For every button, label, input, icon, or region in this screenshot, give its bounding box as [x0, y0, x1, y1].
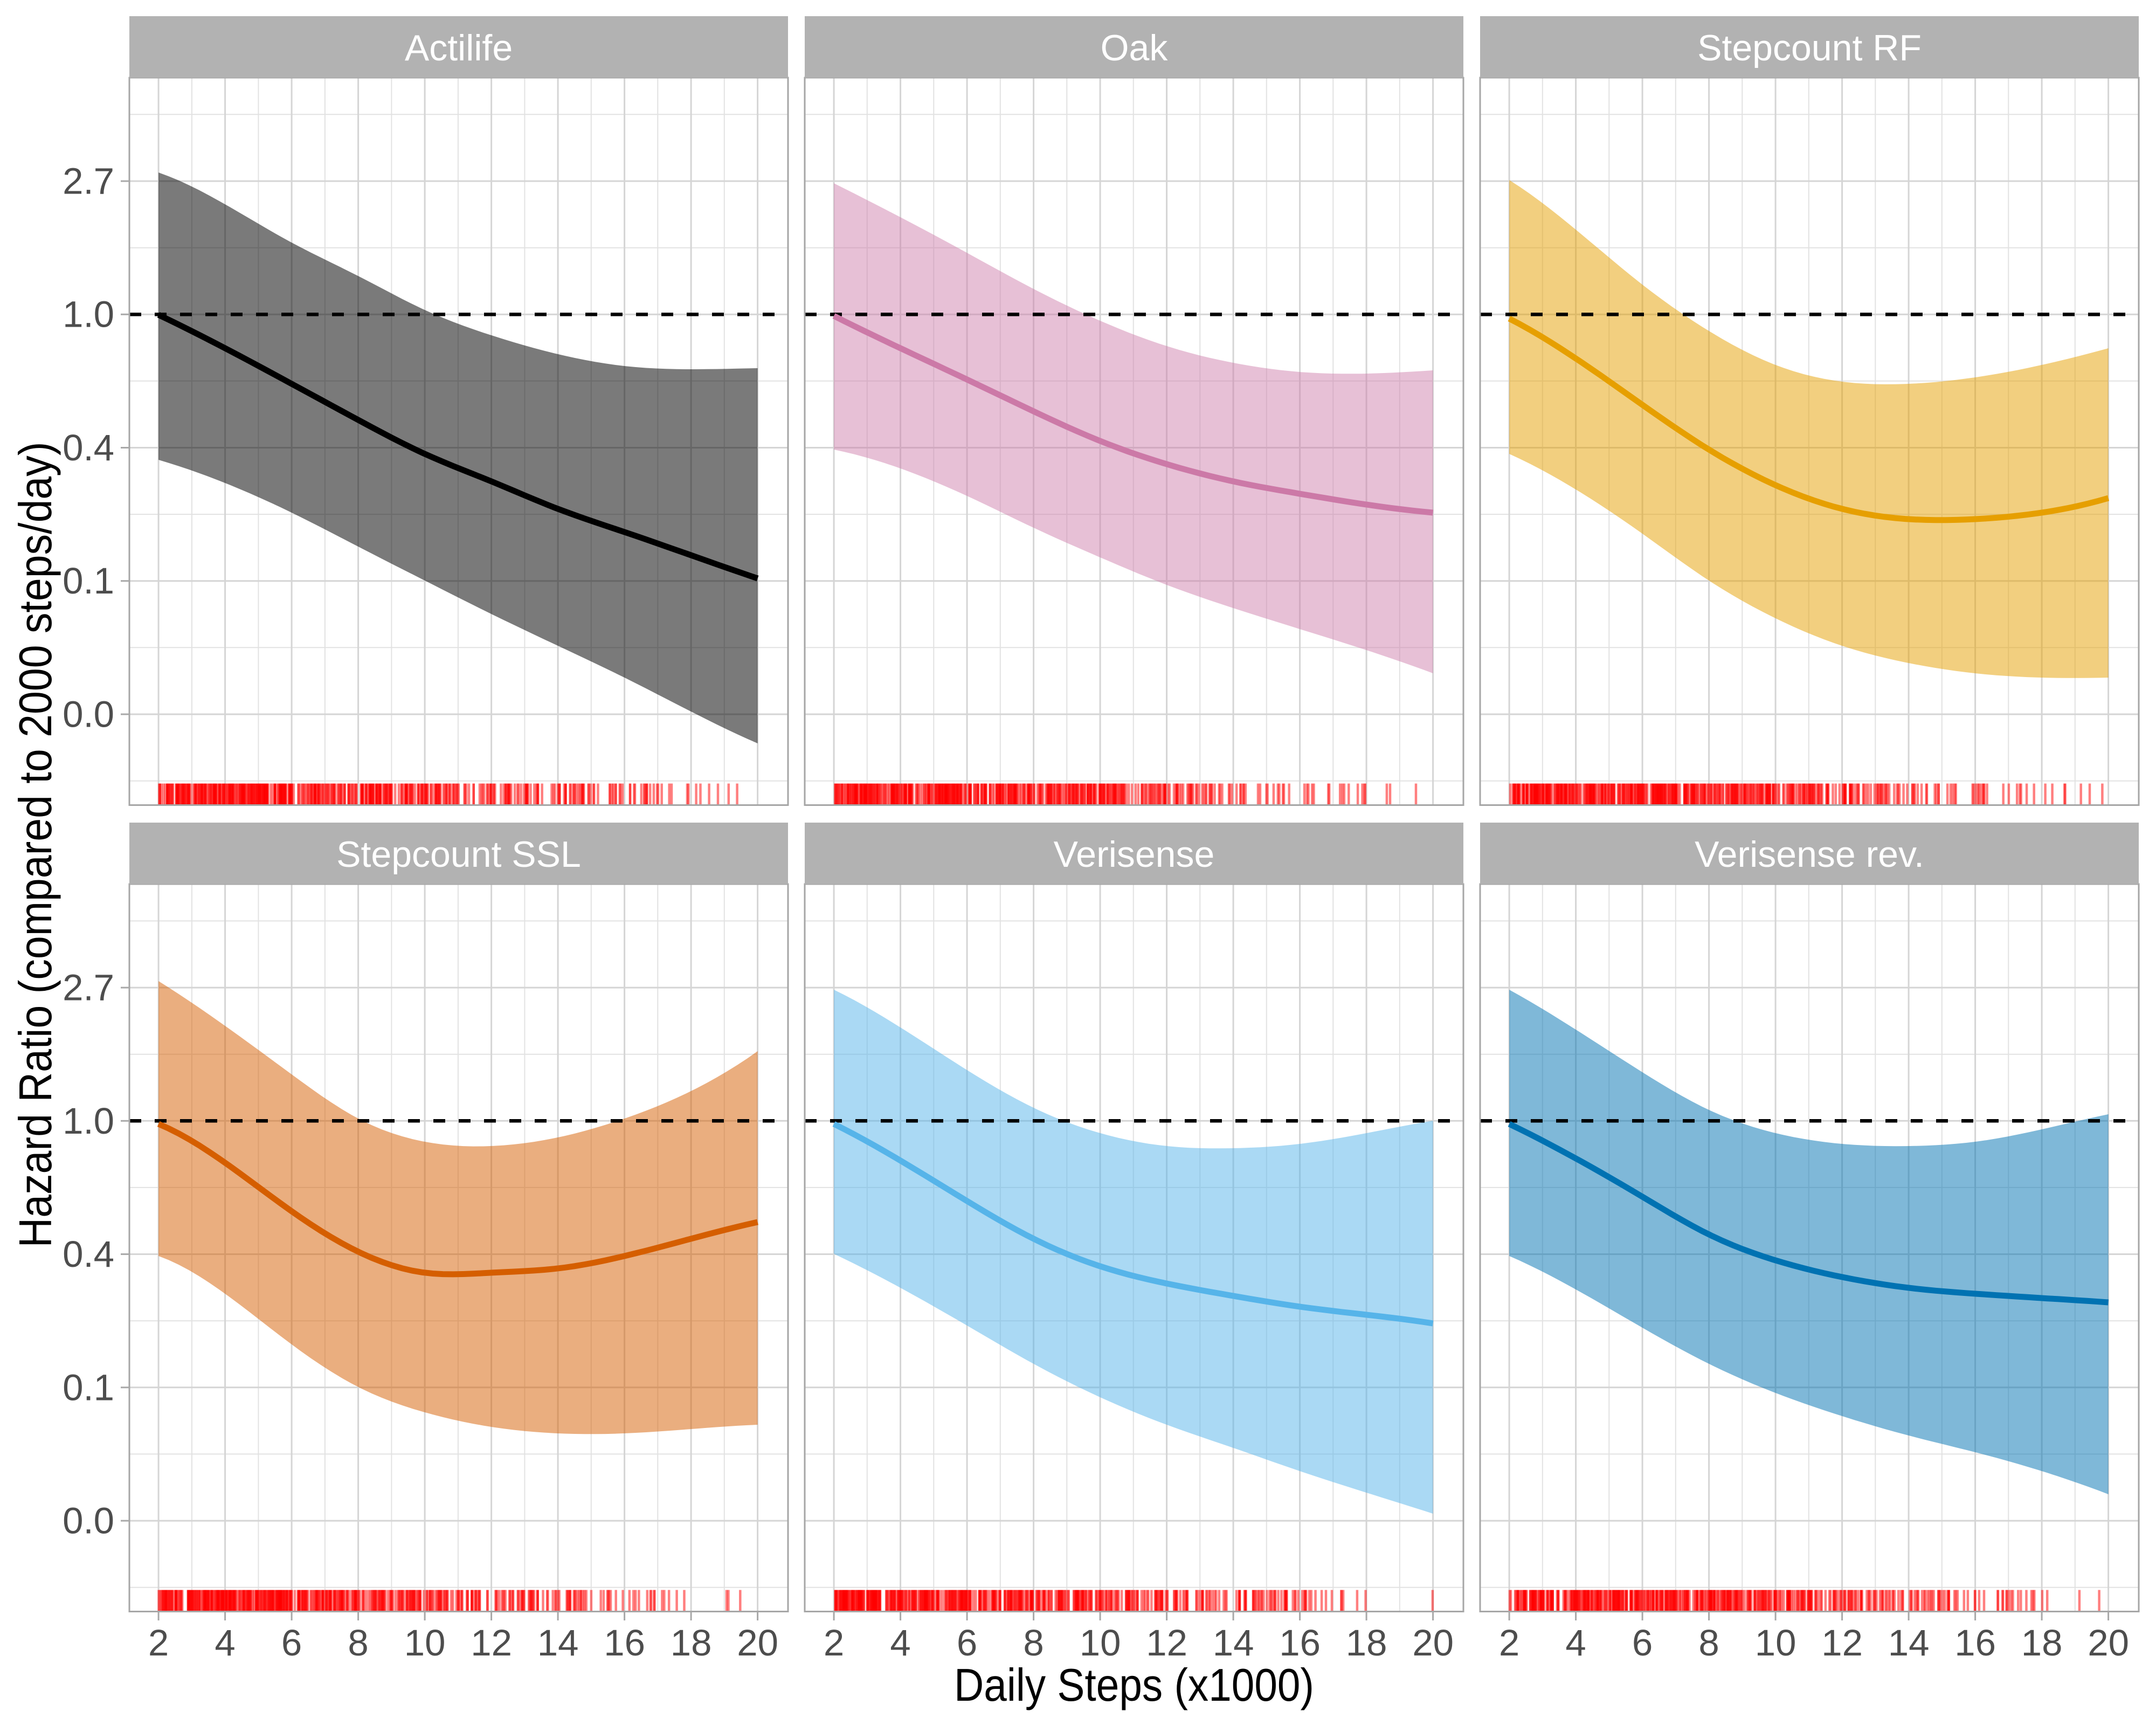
svg-text:Stepcount SSL: Stepcount SSL	[336, 834, 581, 875]
svg-text:8: 8	[1698, 1622, 1719, 1664]
svg-text:4: 4	[1565, 1622, 1586, 1664]
svg-text:12: 12	[471, 1622, 512, 1664]
svg-text:16: 16	[1954, 1622, 1996, 1664]
svg-text:0.4: 0.4	[63, 427, 114, 468]
svg-text:20: 20	[1412, 1622, 1454, 1664]
svg-text:Oak: Oak	[1101, 27, 1169, 68]
svg-text:Hazard Ratio (compared to 2000: Hazard Ratio (compared to 2000 steps/day…	[10, 442, 61, 1248]
svg-text:1.0: 1.0	[63, 294, 114, 335]
svg-text:2.7: 2.7	[63, 967, 114, 1009]
svg-text:4: 4	[890, 1622, 910, 1664]
svg-text:18: 18	[2021, 1622, 2063, 1664]
svg-text:1.0: 1.0	[63, 1100, 114, 1142]
svg-text:Daily Steps (x1000): Daily Steps (x1000)	[954, 1660, 1314, 1711]
svg-text:20: 20	[2088, 1622, 2129, 1664]
svg-text:8: 8	[348, 1622, 368, 1664]
svg-text:0.1: 0.1	[63, 1367, 114, 1408]
svg-text:12: 12	[1146, 1622, 1187, 1664]
svg-text:6: 6	[1632, 1622, 1653, 1664]
svg-text:Actilife: Actilife	[405, 27, 513, 68]
svg-text:Verisense rev.: Verisense rev.	[1695, 834, 1924, 875]
svg-text:2: 2	[1499, 1622, 1519, 1664]
svg-text:18: 18	[671, 1622, 712, 1664]
svg-text:4: 4	[215, 1622, 235, 1664]
svg-text:0.0: 0.0	[63, 1500, 114, 1542]
svg-text:2: 2	[824, 1622, 844, 1664]
svg-text:16: 16	[1279, 1622, 1321, 1664]
svg-text:0.4: 0.4	[63, 1233, 114, 1275]
svg-text:12: 12	[1821, 1622, 1863, 1664]
svg-text:14: 14	[1888, 1622, 1930, 1664]
svg-text:6: 6	[281, 1622, 302, 1664]
svg-text:2: 2	[148, 1622, 169, 1664]
svg-text:20: 20	[737, 1622, 778, 1664]
svg-text:6: 6	[957, 1622, 977, 1664]
svg-text:10: 10	[404, 1622, 446, 1664]
svg-text:10: 10	[1080, 1622, 1121, 1664]
svg-text:14: 14	[537, 1622, 579, 1664]
svg-text:10: 10	[1755, 1622, 1796, 1664]
svg-text:2.7: 2.7	[63, 161, 114, 202]
svg-text:Stepcount RF: Stepcount RF	[1697, 27, 1922, 68]
svg-text:8: 8	[1023, 1622, 1044, 1664]
svg-text:18: 18	[1346, 1622, 1387, 1664]
svg-text:0.0: 0.0	[63, 694, 114, 735]
svg-text:Verisense: Verisense	[1054, 834, 1215, 875]
svg-text:16: 16	[604, 1622, 645, 1664]
svg-text:14: 14	[1213, 1622, 1254, 1664]
svg-text:0.1: 0.1	[63, 560, 114, 602]
